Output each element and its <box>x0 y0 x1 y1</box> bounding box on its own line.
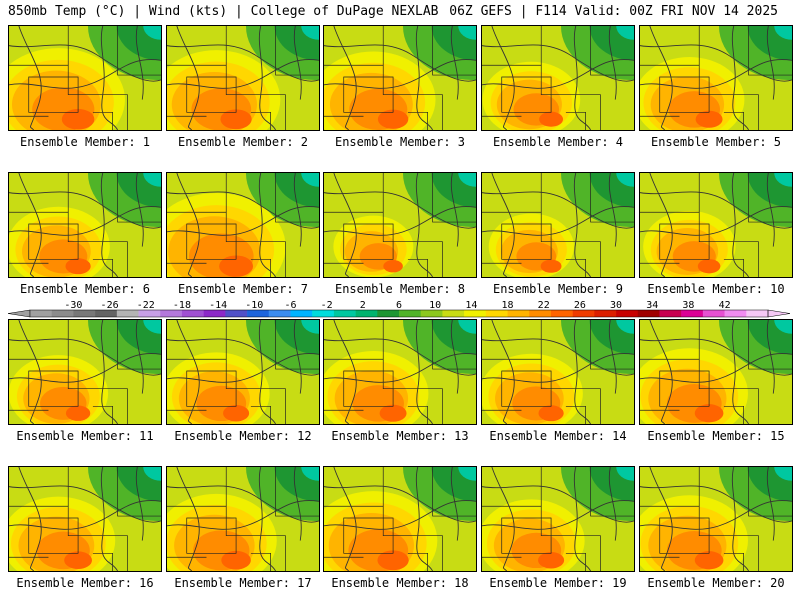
colorbar-swatch <box>702 310 725 317</box>
colorbar-tick-label: 14 <box>465 300 477 311</box>
colorbar-swatch <box>507 310 530 317</box>
colorbar-swatch <box>594 310 617 317</box>
ensemble-map <box>481 172 635 278</box>
ensemble-member-label: Ensemble Member: 1 <box>19 135 151 149</box>
ensemble-map <box>639 319 793 425</box>
ensemble-map <box>166 466 320 572</box>
ensemble-map <box>8 172 162 278</box>
colorbar-tick-label: 34 <box>646 300 658 311</box>
ensemble-member-label: Ensemble Member: 14 <box>489 429 627 443</box>
colorbar-tick-label: 22 <box>538 300 550 311</box>
chart-title: 850mb Temp (°C) | Wind (kts) | College o… <box>8 4 439 19</box>
colorbar-swatch <box>550 310 573 317</box>
colorbar-tick-label: 26 <box>574 300 586 311</box>
colorbar-tick-label: -26 <box>101 300 119 311</box>
ensemble-map <box>8 25 162 131</box>
colorbar-swatch <box>225 310 248 317</box>
colorbar-tick-label: -14 <box>209 300 227 311</box>
ensemble-member-label: Ensemble Member: 16 <box>16 576 154 590</box>
ensemble-map <box>323 172 477 278</box>
colorbar-tick-label: -2 <box>321 300 333 311</box>
ensemble-member-label: Ensemble Member: 8 <box>334 282 466 296</box>
colorbar-swatch <box>572 310 595 317</box>
ensemble-map <box>8 319 162 425</box>
ensemble-member-label: Ensemble Member: 9 <box>492 282 624 296</box>
colorbar-swatch <box>51 310 74 317</box>
ensemble-member-label: Ensemble Member: 20 <box>647 576 785 590</box>
colorbar-swatch <box>529 310 552 317</box>
ensemble-map <box>639 25 793 131</box>
ensemble-member-label: Ensemble Member: 15 <box>647 429 785 443</box>
colorbar-swatch <box>116 310 139 317</box>
colorbar-swatch <box>247 310 270 317</box>
colorbar-swatch <box>616 310 639 317</box>
ensemble-member-label: Ensemble Member: 13 <box>331 429 469 443</box>
colorbar-tick-label: 10 <box>429 300 441 311</box>
ensemble-member-label: Ensemble Member: 4 <box>492 135 624 149</box>
colorbar-tick-label: -10 <box>245 300 263 311</box>
colorbar-swatch <box>73 310 96 317</box>
colorbar-tick-label: -30 <box>64 300 82 311</box>
ensemble-map <box>166 172 320 278</box>
colorbar-swatch <box>203 310 226 317</box>
colorbar-swatch <box>355 310 378 317</box>
colorbar-swatch <box>138 310 161 317</box>
colorbar-swatch <box>377 310 400 317</box>
colorbar-tick-label: -18 <box>173 300 191 311</box>
colorbar-swatch <box>399 310 422 317</box>
colorbar-tick-label: -6 <box>284 300 296 311</box>
colorbar-swatch <box>464 310 487 317</box>
ensemble-member-label: Ensemble Member: 11 <box>16 429 154 443</box>
colorbar-swatch <box>637 310 660 317</box>
ensemble-member-label: Ensemble Member: 2 <box>177 135 309 149</box>
colorbar-swatch <box>290 310 313 317</box>
ensemble-member-label: Ensemble Member: 12 <box>174 429 312 443</box>
ensemble-member-label: Ensemble Member: 10 <box>647 282 785 296</box>
colorbar-swatch <box>659 310 682 317</box>
ensemble-member-label: Ensemble Member: 7 <box>177 282 309 296</box>
colorbar-swatch <box>746 310 769 317</box>
colorbar-swatch <box>30 310 53 317</box>
ensemble-member-label: Ensemble Member: 3 <box>334 135 466 149</box>
ensemble-member-label: Ensemble Member: 17 <box>174 576 312 590</box>
ensemble-member-label: Ensemble Member: 6 <box>19 282 151 296</box>
colorbar-tick-label: 30 <box>610 300 622 311</box>
ensemble-map <box>481 319 635 425</box>
colorbar-swatch <box>312 310 335 317</box>
temperature-colorbar: -30 -26 -22 -18 -14 -10 -6 -2 2 6 10 14 18 22 26 30 34 38… <box>8 300 790 318</box>
ensemble-map <box>166 319 320 425</box>
colorbar-tick-label: 6 <box>396 300 402 311</box>
colorbar-swatch <box>442 310 465 317</box>
colorbar-swatch <box>268 310 291 317</box>
ensemble-member-label: Ensemble Member: 5 <box>650 135 782 149</box>
colorbar-swatch <box>485 310 508 317</box>
run-info: 06Z GEFS | F114 Valid: 00Z FRI NOV 14 20… <box>449 4 778 19</box>
ensemble-map <box>323 466 477 572</box>
ensemble-map <box>481 25 635 131</box>
ensemble-map <box>639 172 793 278</box>
colorbar-tick-label: 38 <box>682 300 694 311</box>
colorbar-tick-label: -22 <box>137 300 155 311</box>
ensemble-map <box>8 466 162 572</box>
colorbar-tick-label: 42 <box>719 300 731 311</box>
colorbar-swatch <box>160 310 183 317</box>
ensemble-map <box>323 25 477 131</box>
colorbar-swatch <box>181 310 204 317</box>
colorbar-swatch <box>681 310 704 317</box>
ensemble-map <box>481 466 635 572</box>
colorbar-swatch <box>420 310 443 317</box>
colorbar-tick-label: 18 <box>502 300 514 311</box>
ensemble-member-label: Ensemble Member: 18 <box>331 576 469 590</box>
colorbar-swatch <box>724 310 747 317</box>
ensemble-map <box>323 319 477 425</box>
colorbar-swatch <box>333 310 356 317</box>
colorbar-tick-label: 2 <box>360 300 366 311</box>
ensemble-map <box>166 25 320 131</box>
ensemble-member-label: Ensemble Member: 19 <box>489 576 627 590</box>
colorbar-swatch <box>95 310 118 317</box>
ensemble-map <box>639 466 793 572</box>
